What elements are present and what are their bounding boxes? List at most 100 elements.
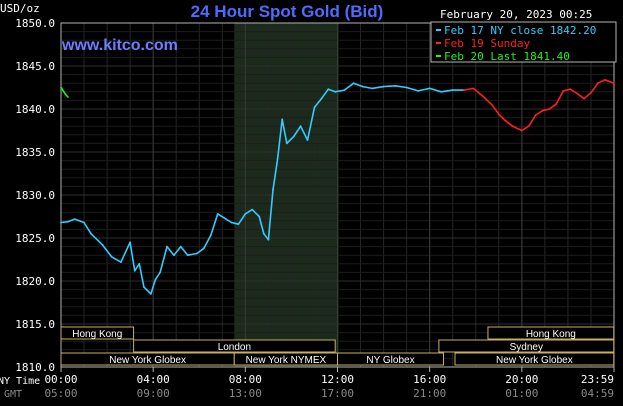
session-box [60, 326, 135, 340]
series-point [597, 82, 599, 85]
series-point [306, 139, 309, 141]
series-point [548, 108, 551, 110]
series-point [352, 82, 355, 85]
series-point [267, 238, 270, 241]
series-point [612, 82, 615, 85]
series-point [143, 286, 145, 288]
series-point [209, 234, 212, 237]
series-point [179, 245, 182, 248]
series-point [262, 232, 265, 235]
y-tick-label: 1810.0 [15, 361, 55, 374]
legend-entry: Feb 17 NY close 1842.20 [444, 24, 596, 37]
series-point [327, 88, 330, 91]
price-series [60, 78, 615, 295]
x-tick-label: 12:00 [321, 373, 354, 386]
gmt-tick-label: 05:00 [44, 387, 77, 400]
series-point [562, 90, 565, 92]
series-point [281, 118, 284, 121]
market-sessions: Hong Kong Hong Kong London Sydney New York G… [60, 326, 615, 366]
series-point [343, 89, 346, 91]
y-axis-label: USD/oz [0, 2, 40, 15]
series-point [67, 96, 69, 98]
gmt-tick-label: 01:00 [505, 387, 538, 400]
series-point [497, 113, 500, 116]
series-point [64, 93, 67, 96]
series-point [491, 103, 493, 106]
series-point [73, 218, 76, 221]
series-point [320, 97, 323, 100]
x-tick-label: 16:00 [413, 373, 446, 386]
series-point [590, 91, 592, 94]
gmt-label: GMT [4, 389, 22, 400]
series-point [60, 86, 62, 89]
session-box [487, 326, 615, 340]
series-point [154, 278, 157, 281]
series-point [237, 223, 240, 226]
y-tick-label: 1825.0 [15, 232, 55, 245]
series-point [196, 252, 198, 255]
y-tick-label: 1835.0 [15, 146, 55, 159]
series-point [417, 90, 419, 92]
series-point [299, 125, 302, 128]
x-tick-label: 08:00 [229, 373, 262, 386]
series-point [334, 90, 337, 93]
series-point [440, 90, 443, 93]
series-point [159, 271, 162, 274]
y-tick-label: 1840.0 [15, 103, 55, 116]
series-point [223, 217, 226, 220]
x-tick-label: 20:00 [505, 373, 538, 386]
series-point [90, 232, 92, 235]
series-point [463, 89, 466, 91]
site-url: www.kitco.com [61, 37, 178, 54]
chart-date: February 20, 2023 00:25 [440, 8, 592, 21]
series-point [166, 245, 168, 248]
series-point [251, 208, 254, 211]
session-box [133, 339, 336, 353]
legend-entry: Feb 19 Sunday [444, 37, 530, 50]
series-point [361, 85, 364, 88]
series-point [313, 106, 316, 109]
series-point [67, 220, 69, 223]
session-label: New York Globex [496, 355, 573, 366]
x-tick-label: 23:59 [581, 373, 614, 386]
series-point [541, 109, 544, 112]
gridlines [61, 22, 614, 368]
y-axis-ticks: 1850.0 1845.0 1840.0 1835.0 1830.0 1825.0 1820… [15, 17, 55, 374]
series-point [569, 88, 572, 91]
series-point [60, 221, 62, 224]
session-label: Sydney [510, 342, 543, 353]
y-tick-label: 1820.0 [15, 275, 55, 288]
series-point [527, 125, 530, 128]
session-box [454, 352, 615, 366]
series-point [216, 213, 219, 215]
session-label: Hong Kong [526, 329, 576, 340]
series-point [428, 87, 431, 90]
series-point [534, 114, 537, 116]
x-tick-label: 04:00 [137, 373, 170, 386]
y-tick-label: 1845.0 [15, 60, 55, 73]
series-point [371, 87, 373, 90]
series-point [472, 87, 475, 90]
x-tick-label: 00:00 [44, 373, 77, 386]
series-point [244, 213, 247, 215]
series-point [382, 85, 385, 88]
series-point [258, 215, 261, 218]
series-point [186, 254, 189, 257]
session-label: New York Globex [109, 355, 186, 366]
session-label: Hong Kong [72, 329, 122, 340]
series-point [173, 254, 175, 257]
series-point [83, 221, 85, 224]
series-point [405, 86, 408, 89]
series-point [481, 95, 484, 97]
series-point [62, 90, 65, 92]
series-line-1 [60, 82, 465, 295]
session-label: New York NYMEX [246, 355, 327, 366]
series-point [230, 221, 233, 224]
gmt-tick-label: 21:00 [413, 387, 446, 400]
series-point [120, 261, 122, 263]
legend-entry: Feb 20 Last 1841.40 [444, 50, 570, 63]
session-label: London [218, 342, 251, 353]
